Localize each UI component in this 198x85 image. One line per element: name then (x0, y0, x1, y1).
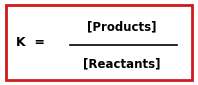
Text: [Reactants]: [Reactants] (83, 58, 161, 71)
FancyBboxPatch shape (6, 5, 192, 80)
Text: [Products]: [Products] (87, 20, 157, 33)
Text: K  =: K = (16, 36, 45, 49)
